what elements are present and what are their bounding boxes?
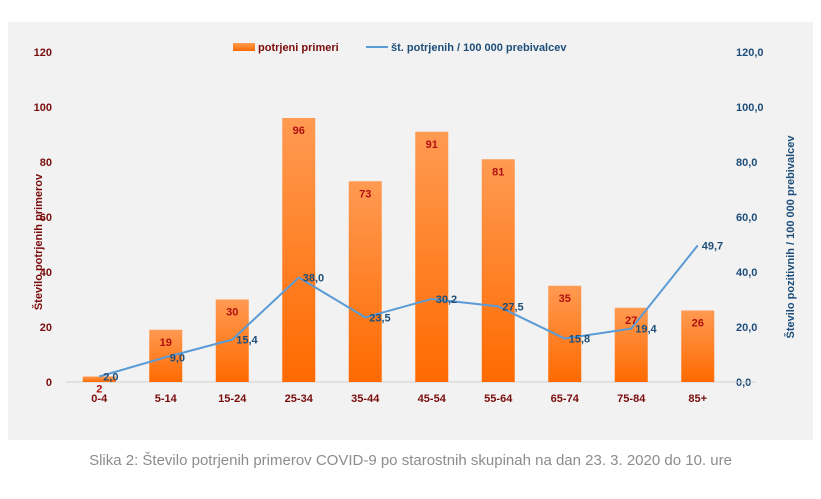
bar (415, 131, 449, 382)
legend: potrjeni primeri št. potrjenih / 100 000… (233, 42, 567, 54)
bar (215, 299, 249, 382)
line-data-label: 9,0 (170, 352, 185, 364)
bar (481, 159, 515, 382)
line-series: 2,0 9,0 15,4 38,0 23,5 30,2 27,5 15,8 19,4 49,7 (98, 240, 723, 384)
line-data-label: 30,2 (436, 294, 457, 306)
line-data-label: 15,4 (236, 335, 258, 347)
x-axis: 0-4 5-14 15-24 25-34 35-44 45-54 55-64 65-74 75-… (91, 393, 707, 405)
bar-data-label: 91 (426, 139, 438, 151)
line-data-label: 27,5 (502, 301, 523, 313)
y-axis-left: 0 20 40 60 80 100 120 (34, 47, 52, 389)
chart-panel: potrjeni primeri št. potrjenih / 100 000… (8, 22, 813, 440)
y-tick-left: 60 (40, 212, 52, 224)
combo-chart: potrjeni primeri št. potrjenih / 100 000… (32, 42, 797, 405)
bar (614, 307, 648, 382)
y-tick-left: 20 (40, 322, 52, 334)
line-data-label: 23,5 (369, 312, 390, 324)
x-tick-label: 25-34 (285, 393, 314, 405)
y-tick-left: 0 (46, 377, 52, 389)
figure-caption: Slika 2: Število potrjenih primerov COVI… (89, 452, 732, 469)
line-data-label: 2,0 (103, 372, 118, 384)
x-tick-label: 75-84 (617, 393, 646, 405)
x-tick-label: 15-24 (218, 393, 247, 405)
bar-data-label: 30 (226, 307, 238, 319)
bar-data-label: 19 (160, 337, 172, 349)
line-data-label: 49,7 (702, 240, 723, 252)
bar-data-label: 73 (359, 188, 371, 200)
line-data-label: 15,8 (569, 334, 590, 346)
y-tick-right: 120,0 (736, 47, 764, 59)
x-tick-label: 65-74 (551, 393, 580, 405)
y-axis-title-left: Število potrjenih primerov (32, 173, 45, 310)
legend-label-line: št. potrjenih / 100 000 prebivalcev (391, 42, 567, 54)
legend-swatch-bar (233, 43, 255, 51)
y-tick-right: 60,0 (736, 212, 757, 224)
bar-data-label: 35 (559, 293, 571, 305)
x-tick-label: 35-44 (351, 393, 380, 405)
bar (82, 376, 116, 382)
line-path (98, 244, 699, 378)
y-tick-right: 20,0 (736, 322, 757, 334)
y-axis-title-right: Število pozitivnih / 100 000 prebivalcev (784, 135, 797, 339)
line-data-label: 19,4 (635, 324, 657, 336)
bar-data-label: 81 (492, 166, 504, 178)
bar (348, 181, 382, 382)
bar-data-label: 2 (96, 384, 102, 396)
y-tick-right: 100,0 (736, 102, 764, 114)
legend-label-bar: potrjeni primeri (258, 42, 339, 54)
y-tick-left: 40 (40, 267, 52, 279)
y-tick-left: 120 (34, 47, 52, 59)
y-tick-left: 80 (40, 157, 52, 169)
bar-data-label: 96 (293, 125, 305, 137)
y-axis-right: 0,0 20,0 40,0 60,0 80,0 100,0 120,0 (736, 47, 764, 389)
bar (282, 118, 316, 382)
line-data-label: 38,0 (303, 273, 324, 285)
y-tick-right: 0,0 (736, 377, 751, 389)
bar-data-label: 26 (692, 318, 704, 330)
x-tick-label: 45-54 (418, 393, 447, 405)
x-tick-label: 85+ (688, 393, 707, 405)
y-tick-right: 40,0 (736, 267, 757, 279)
x-tick-label: 55-64 (484, 393, 513, 405)
bar (681, 310, 715, 382)
x-tick-label: 5-14 (155, 393, 178, 405)
x-tick-label: 0-4 (91, 393, 108, 405)
y-tick-right: 80,0 (736, 157, 757, 169)
y-tick-left: 100 (34, 102, 52, 114)
bar (149, 329, 183, 382)
